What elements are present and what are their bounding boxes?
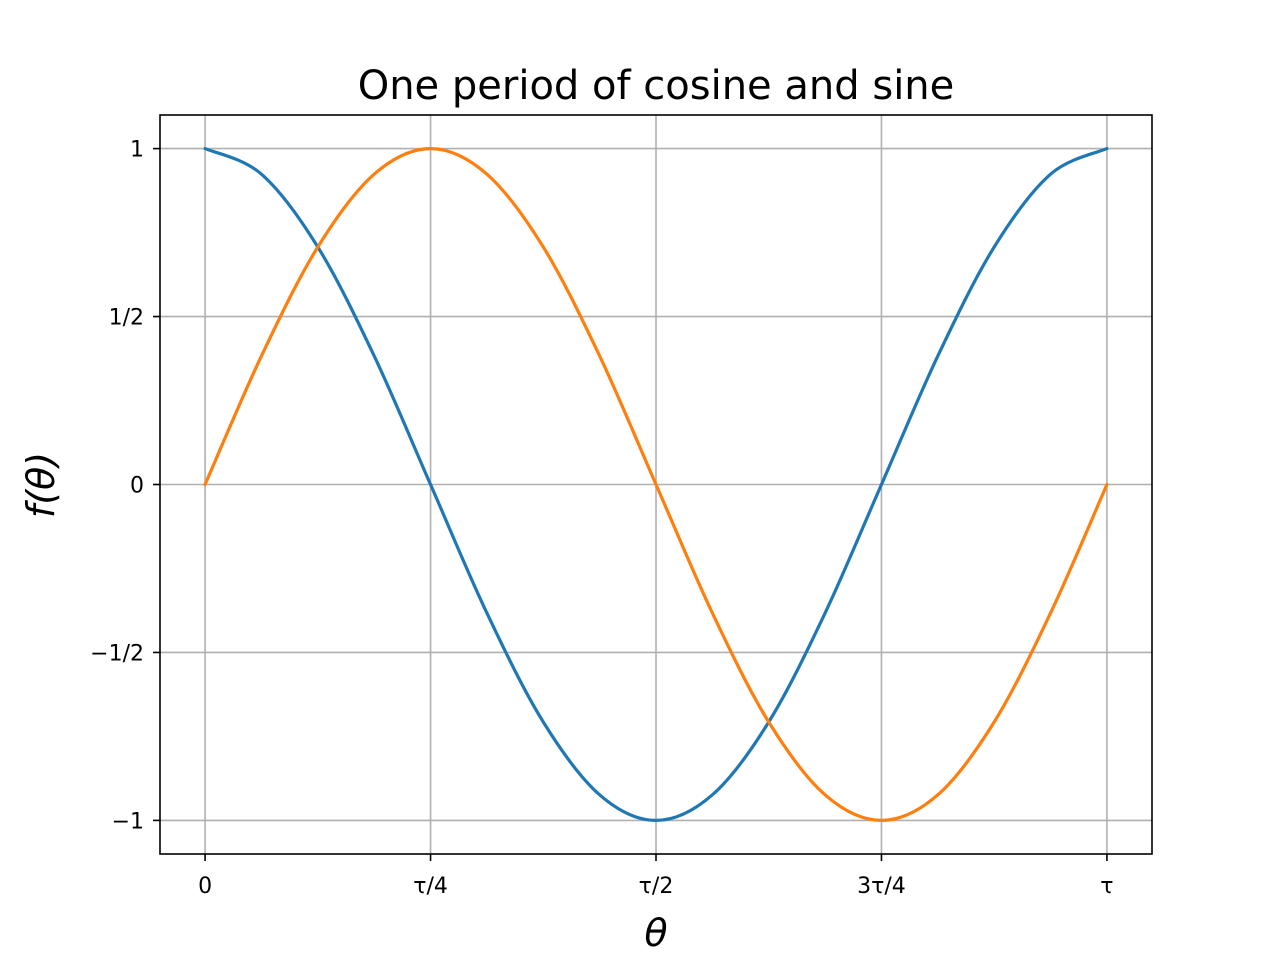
series-line-orange	[203, 146, 1109, 823]
y-tick-label: −1/2	[90, 641, 144, 666]
y-tick-label: −1	[112, 809, 144, 834]
y-tick-label: 1	[130, 138, 144, 163]
x-axis-label: θ	[644, 911, 667, 955]
x-tick-label: τ/2	[639, 874, 674, 899]
y-tick-label: 1/2	[109, 306, 144, 331]
y-axis-label: f(θ)	[19, 452, 63, 518]
tick-layer: 0 τ/4 τ/2 3τ/4 τ −1 −1/2 0 1/2 1	[90, 138, 1113, 899]
x-tick-label: 0	[198, 874, 212, 899]
y-tick-label: 0	[130, 474, 144, 499]
series-line-blue	[203, 146, 1109, 823]
series-layer	[203, 146, 1109, 823]
chart-title: One period of cosine and sine	[358, 63, 955, 109]
x-tick-label: τ	[1100, 874, 1113, 899]
x-tick-label: 3τ/4	[857, 874, 906, 899]
x-tick-label: τ/4	[413, 874, 448, 899]
